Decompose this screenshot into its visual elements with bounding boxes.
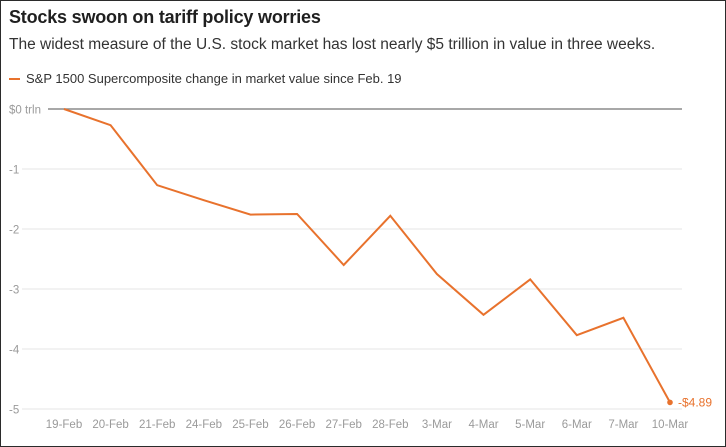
x-tick-label: 19-Feb (46, 419, 82, 431)
y-axis-ticks: $0 trln -1 -2 -3 -4 -5 (6, 102, 48, 417)
x-tick-label: 20-Feb (92, 419, 128, 431)
grid-lines (8, 108, 682, 410)
y-tick-label-bg (6, 102, 48, 116)
y-tick-label: -2 (9, 225, 19, 237)
x-axis-ticks: 19-Feb 20-Feb 21-Feb 24-Feb 25-Feb 26-Feb 27-F… (46, 419, 689, 431)
x-tick-label: 28-Feb (372, 419, 408, 431)
x-tick-label: 6-Mar (562, 419, 592, 431)
end-marker (667, 399, 673, 406)
series-layer: -$4.89 (63, 108, 712, 409)
y-tick-label: $0 trln (9, 105, 41, 117)
x-tick-label: 5-Mar (515, 419, 545, 431)
x-tick-label: 3-Mar (422, 419, 452, 431)
y-tick-label: -4 (9, 345, 20, 357)
y-tick-label: -5 (9, 405, 19, 417)
legend: S&P 1500 Supercomposite change in market… (9, 71, 402, 86)
chart-title: Stocks swoon on tariff policy worries (9, 7, 321, 27)
end-value-label: -$4.89 (678, 395, 712, 409)
y-tick-label: -1 (9, 165, 19, 177)
x-tick-label: 27-Feb (325, 419, 361, 431)
x-tick-label: 7-Mar (608, 419, 638, 431)
y-tick-label-bg (6, 282, 22, 296)
chart-subtitle: The widest measure of the U.S. stock mar… (9, 36, 656, 53)
y-tick-label-bg (6, 402, 22, 416)
legend-label: S&P 1500 Supercomposite change in market… (26, 71, 402, 86)
series-line (63, 108, 671, 403)
y-tick-label-bg (6, 162, 22, 176)
legend-swatch (9, 77, 20, 80)
x-tick-label: 25-Feb (232, 419, 268, 431)
x-tick-label: 24-Feb (186, 419, 222, 431)
x-tick-label: 10-Mar (652, 419, 689, 431)
y-tick-label: -3 (9, 285, 19, 297)
y-tick-label-bg (6, 342, 22, 356)
x-tick-label: 26-Feb (279, 419, 315, 431)
x-tick-label: 21-Feb (139, 419, 175, 431)
y-tick-label-bg (6, 222, 22, 236)
x-tick-label: 4-Mar (469, 419, 499, 431)
